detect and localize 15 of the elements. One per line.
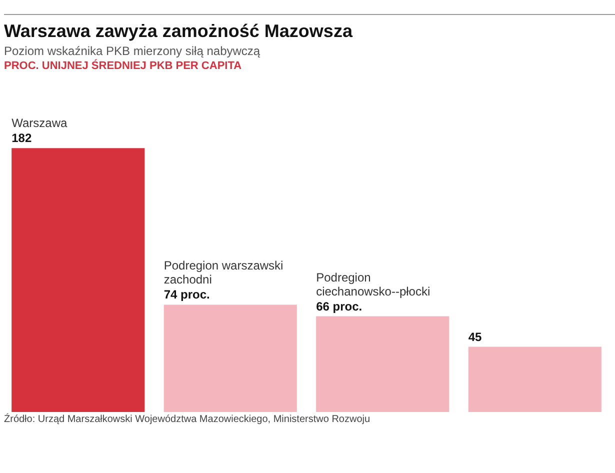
data-label: 182 xyxy=(12,131,32,146)
chart-title: Warszawa zawyża zamożność Mazowsza xyxy=(4,14,615,42)
text: PROC. UNIJNEJ ŚREDNIEJ PKB PER CAPITA xyxy=(4,60,243,72)
data-label: 45 xyxy=(468,330,482,344)
x-tick-label: Podregion ciechanowsko--płocki xyxy=(316,270,430,298)
x-tick-label: Warszawa xyxy=(12,116,68,130)
bar xyxy=(12,148,145,412)
x-tick-label: Podregion warszawski zachodni xyxy=(164,258,284,287)
bar xyxy=(468,346,602,412)
data-label: 74 proc. xyxy=(164,288,210,302)
chart-subtitle: Poziom wskaźnika PKB mierzony siłą nabywczą xyxy=(4,44,262,58)
bar xyxy=(316,316,450,412)
bar xyxy=(164,304,297,412)
text: Źródło: Urząd Marszałkowski Województwa Mazowieckiego, Ministerstwo Rozwoju xyxy=(4,414,372,425)
data-label: 66 proc. xyxy=(316,299,362,314)
